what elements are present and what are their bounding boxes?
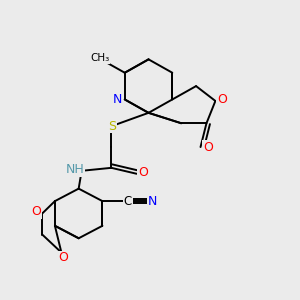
- Text: CH₃: CH₃: [90, 53, 110, 64]
- Text: NH: NH: [66, 163, 85, 176]
- Text: O: O: [217, 93, 227, 106]
- Text: S: S: [108, 120, 116, 133]
- Text: O: O: [203, 140, 213, 154]
- Text: O: O: [32, 205, 41, 218]
- Text: O: O: [138, 166, 148, 179]
- Text: N: N: [112, 93, 122, 106]
- Text: N: N: [148, 195, 157, 208]
- Text: C: C: [124, 195, 132, 208]
- Text: O: O: [58, 251, 68, 264]
